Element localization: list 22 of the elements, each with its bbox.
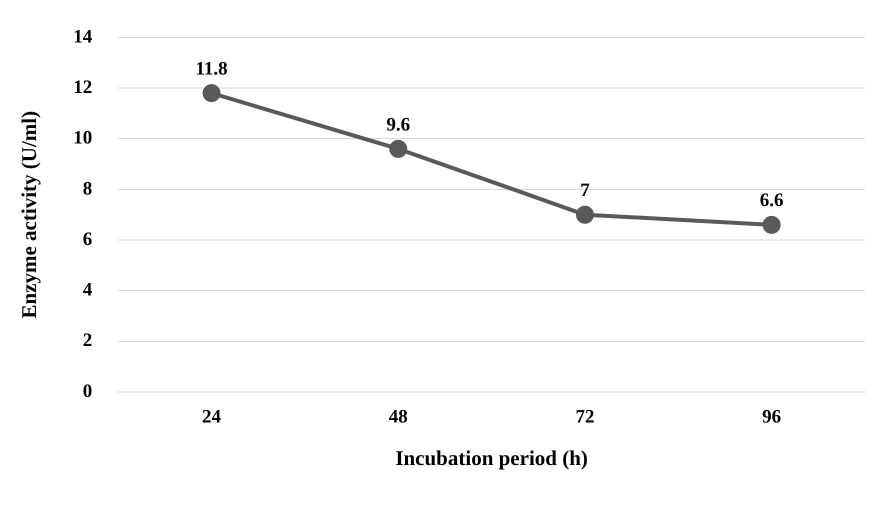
point bbox=[762, 216, 781, 234]
y-tick-label: 12 bbox=[73, 76, 92, 98]
data-label: 11.8 bbox=[195, 58, 228, 80]
x-tick-label: 96 bbox=[762, 406, 782, 428]
y-tick-label: 6 bbox=[82, 228, 92, 250]
x-tick-label: 24 bbox=[202, 406, 222, 428]
point bbox=[202, 84, 221, 102]
x-tick-label: 72 bbox=[575, 406, 594, 428]
y-tick-label: 10 bbox=[73, 128, 92, 149]
point bbox=[576, 206, 594, 224]
x-tick-label: 48 bbox=[388, 406, 408, 428]
y-axis-title: Enzyme activity (U/ml) bbox=[17, 110, 42, 319]
data-label: 7 bbox=[580, 180, 590, 202]
point bbox=[389, 140, 408, 158]
data-label: 6.6 bbox=[760, 190, 784, 212]
data-label: 9.6 bbox=[386, 114, 410, 136]
y-tick-label: 14 bbox=[73, 26, 93, 48]
y-tick-label: 2 bbox=[82, 330, 92, 352]
y-tick-label: 8 bbox=[82, 178, 92, 200]
y-tick-label: 4 bbox=[82, 280, 93, 301]
x-axis-title: Incubation period (h) bbox=[395, 446, 588, 470]
y-tick-label: 0 bbox=[82, 380, 92, 402]
